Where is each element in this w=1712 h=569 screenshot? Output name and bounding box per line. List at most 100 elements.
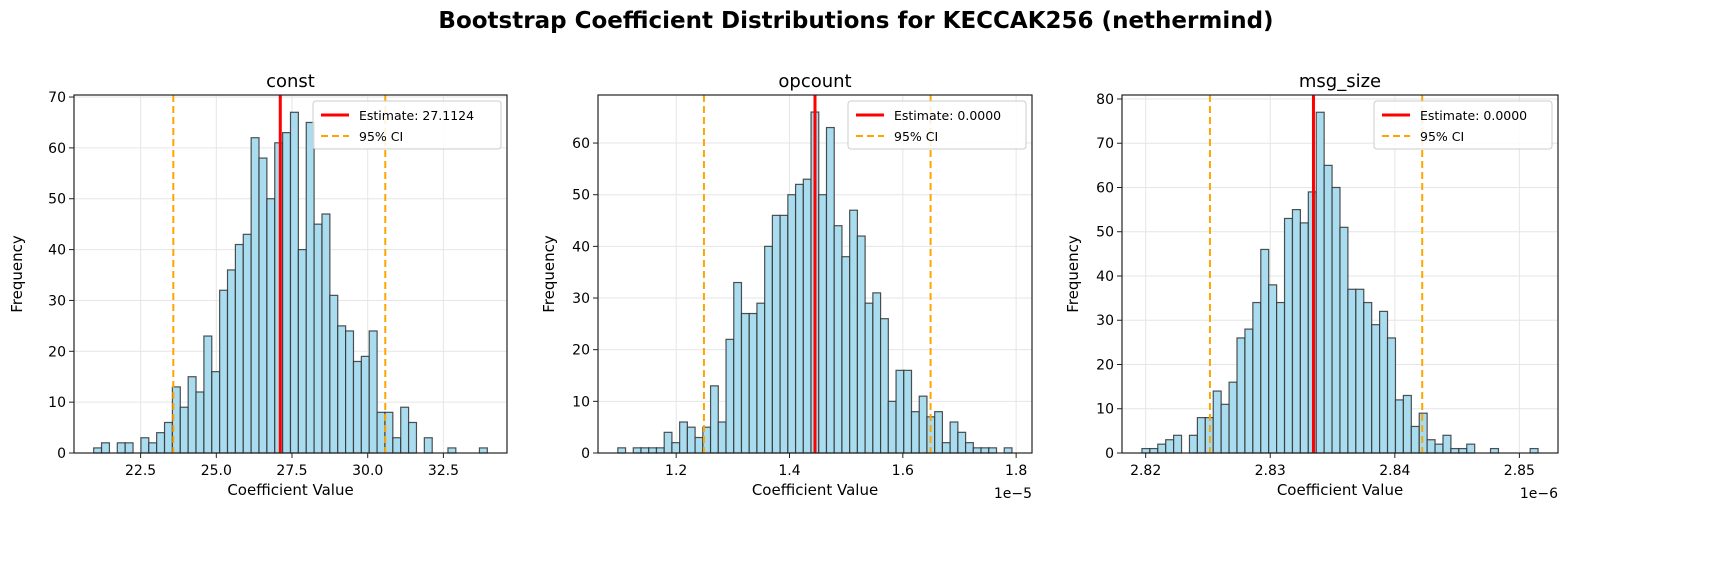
panel-title: msg_size bbox=[1299, 71, 1381, 92]
x-tick-label: 1.8 bbox=[1005, 463, 1027, 479]
histogram-bar bbox=[725, 338, 735, 454]
histogram-bar bbox=[423, 437, 433, 454]
histogram-bar bbox=[352, 360, 362, 454]
histogram-bar bbox=[1363, 301, 1373, 454]
axes-frame bbox=[73, 94, 508, 454]
x-axis-label: Coefficient Value bbox=[1277, 481, 1403, 499]
x-tick-label: 1.4 bbox=[778, 463, 800, 479]
histogram-bar bbox=[910, 411, 920, 454]
histogram-bar bbox=[686, 426, 696, 454]
histogram-bar bbox=[179, 406, 189, 454]
histogram-bar bbox=[972, 447, 982, 454]
histogram-bar bbox=[1220, 403, 1230, 454]
histogram-bar bbox=[100, 442, 111, 454]
histogram-bar bbox=[1315, 111, 1325, 454]
histogram-bar bbox=[219, 289, 229, 454]
histogram-bar bbox=[1291, 209, 1301, 454]
histogram-bar bbox=[949, 421, 959, 454]
histogram-bar bbox=[1347, 288, 1357, 454]
x-tick-label: 22.5 bbox=[125, 463, 156, 479]
histogram-bar bbox=[671, 442, 681, 454]
histogram-bar bbox=[717, 421, 727, 454]
histogram-bar bbox=[1283, 217, 1294, 454]
y-tick-label: 50 bbox=[572, 188, 590, 204]
histogram-bar bbox=[1379, 310, 1389, 454]
histogram-bar bbox=[648, 447, 658, 454]
legend-ci-label: 95% CI bbox=[894, 129, 938, 144]
panel-title: opcount bbox=[778, 71, 851, 92]
histogram-bar bbox=[941, 442, 951, 454]
histogram-bar bbox=[679, 421, 688, 454]
axis-offset-text: 1e−5 bbox=[994, 486, 1032, 502]
y-tick-label: 10 bbox=[1096, 402, 1114, 418]
histogram-bar bbox=[400, 406, 410, 454]
histogram-bar bbox=[1252, 301, 1262, 454]
histogram-bar bbox=[1196, 416, 1206, 454]
histogram-bar bbox=[709, 385, 719, 454]
histogram-bar bbox=[980, 447, 990, 454]
histogram-bar bbox=[195, 391, 205, 454]
histogram-bar bbox=[313, 223, 323, 454]
histogram-bar bbox=[187, 376, 197, 454]
x-tick-label: 1.6 bbox=[892, 463, 914, 479]
histogram-bar bbox=[748, 312, 758, 454]
y-tick-label: 0 bbox=[1105, 446, 1114, 462]
legend: Estimate: 0.0000 95% CI bbox=[1373, 100, 1553, 150]
histogram-bar bbox=[1371, 324, 1381, 454]
histogram-bar bbox=[1188, 434, 1198, 454]
histogram-bar bbox=[376, 411, 386, 454]
histogram-bar bbox=[211, 371, 221, 454]
histogram-bar bbox=[1402, 394, 1412, 454]
histogram-bar bbox=[1355, 288, 1365, 454]
histogram-bar bbox=[329, 294, 339, 454]
histogram-bar bbox=[771, 214, 781, 454]
histogram-bar bbox=[841, 256, 851, 454]
histogram-bar bbox=[1236, 337, 1246, 454]
axes-frame bbox=[597, 94, 1033, 454]
y-tick-label: 50 bbox=[48, 192, 66, 208]
histogram-bar bbox=[1268, 284, 1278, 454]
histogram-bar bbox=[756, 302, 766, 454]
histogram-bar bbox=[887, 400, 897, 454]
histogram-bar bbox=[234, 243, 244, 454]
histogram-bar bbox=[833, 225, 843, 454]
y-tick-label: 80 bbox=[1096, 92, 1114, 108]
histogram-bar bbox=[1260, 248, 1270, 454]
y-tick-label: 40 bbox=[1096, 269, 1114, 285]
y-tick-label: 40 bbox=[572, 239, 590, 255]
histogram-bar bbox=[1323, 164, 1333, 454]
histogram-bar bbox=[740, 312, 750, 454]
histogram-bar bbox=[345, 330, 355, 454]
x-tick-label: 2.84 bbox=[1379, 463, 1410, 479]
histogram-bar bbox=[297, 248, 307, 454]
histogram-bar bbox=[1299, 222, 1309, 454]
legend: Estimate: 27.1124 95% CI bbox=[312, 100, 502, 150]
panel-msg-size: 2.82 2.83 2.84 2.85 0 10 20 30 40 50 60 70 80 msg_siz… bbox=[1064, 71, 1559, 502]
histogram-bar bbox=[1450, 447, 1460, 454]
histogram-bar bbox=[802, 178, 812, 454]
legend-estimate-label: Estimate: 0.0000 bbox=[894, 108, 1001, 123]
histogram-bar bbox=[825, 126, 835, 454]
histogram-bar bbox=[1149, 447, 1159, 454]
histogram-bar bbox=[447, 447, 457, 454]
legend-ci-label: 95% CI bbox=[359, 129, 403, 144]
panel-opcount: 1.2 1.4 1.6 1.8 0 10 20 30 40 50 60 opcount Coeffici… bbox=[540, 71, 1033, 502]
histogram-bar bbox=[794, 183, 804, 454]
histogram-bar bbox=[1331, 186, 1341, 454]
y-tick-label: 20 bbox=[572, 343, 590, 359]
histogram-bar bbox=[640, 447, 650, 454]
histogram-bar bbox=[1141, 447, 1151, 454]
legend-ci-label: 95% CI bbox=[1420, 129, 1464, 144]
histogram-bar bbox=[779, 214, 789, 454]
histogram-bar bbox=[856, 235, 866, 454]
x-tick-label: 27.5 bbox=[276, 463, 307, 479]
histogram-bar bbox=[1157, 443, 1167, 454]
y-tick-label: 60 bbox=[1096, 180, 1114, 196]
legend-estimate-label: Estimate: 0.0000 bbox=[1420, 108, 1527, 123]
histogram-bar bbox=[787, 194, 797, 454]
histogram-bar bbox=[163, 421, 174, 454]
y-tick-label: 70 bbox=[1096, 136, 1114, 152]
histogram-bar bbox=[392, 437, 402, 454]
legend-box bbox=[847, 100, 1027, 150]
y-tick-label: 50 bbox=[1096, 225, 1114, 241]
